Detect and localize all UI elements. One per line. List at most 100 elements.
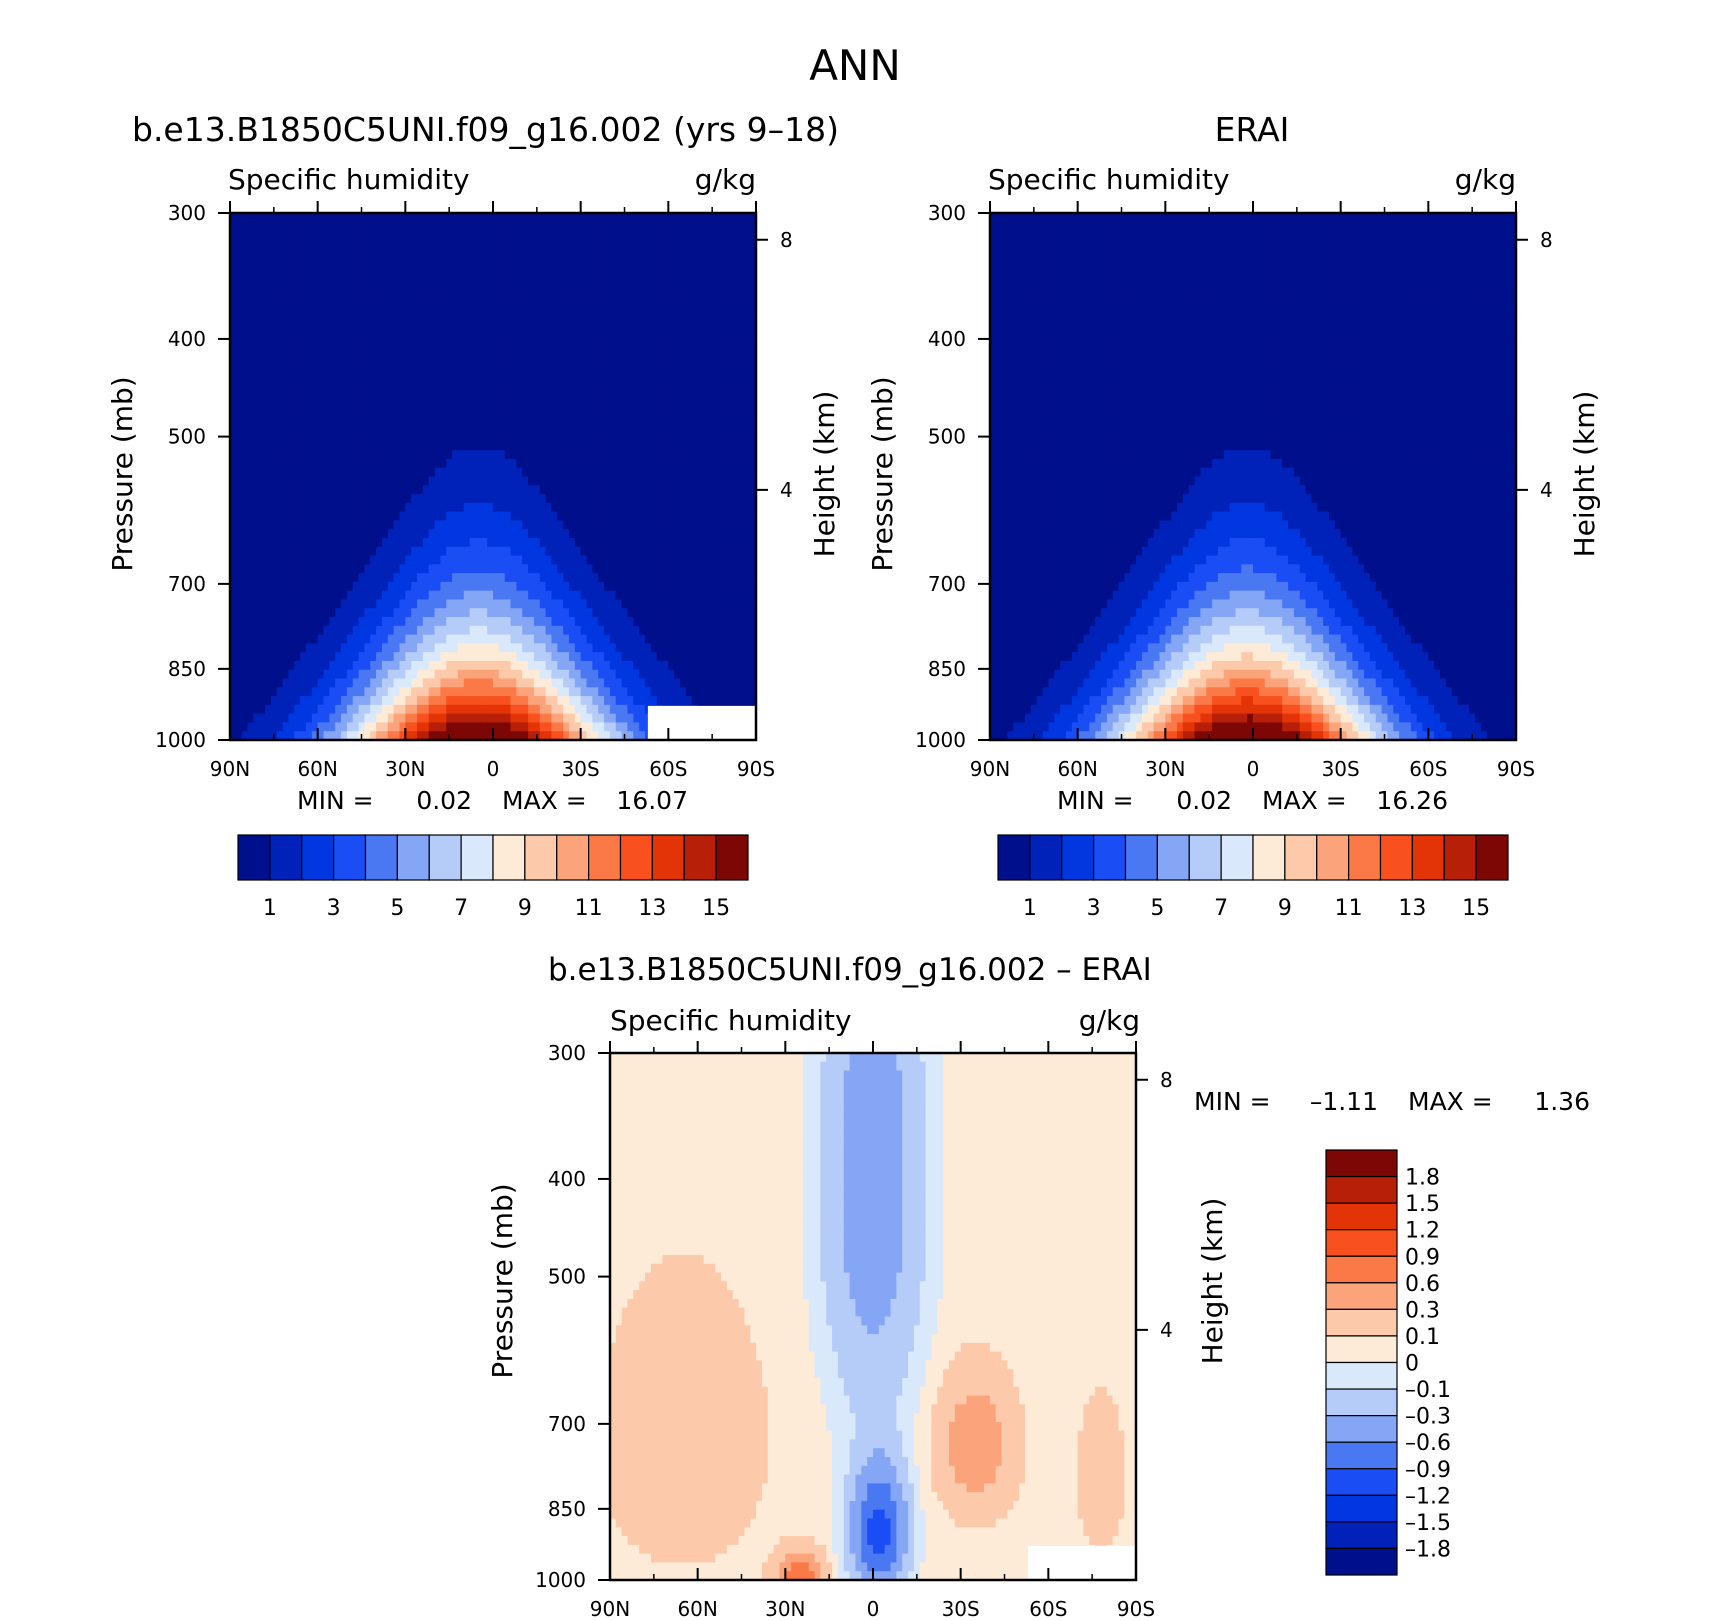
- contour-cell: [685, 476, 693, 486]
- contour-cell: [428, 335, 436, 346]
- contour-cell: [568, 458, 576, 469]
- contour-cell: [650, 625, 658, 636]
- contour-cell: [352, 617, 360, 627]
- contour-cell: [387, 344, 395, 355]
- contour-cell: [720, 379, 728, 390]
- contour-cell: [346, 335, 354, 346]
- contour-cell: [305, 423, 313, 434]
- contour-cell: [259, 415, 266, 425]
- contour-cell: [522, 669, 529, 680]
- contour-cell: [259, 265, 266, 276]
- contour-cell: [516, 248, 523, 258]
- contour-cell: [703, 529, 710, 539]
- contour-cell: [615, 687, 623, 697]
- contour-cell: [621, 327, 629, 337]
- contour-cell: [311, 643, 319, 653]
- contour-cell: [288, 652, 295, 662]
- contour-cell: [533, 230, 541, 240]
- contour-cell: [241, 300, 249, 311]
- contour-cell: [346, 353, 354, 363]
- contour-cell: [709, 362, 716, 372]
- contour-cell: [417, 599, 424, 609]
- contour-cell: [598, 660, 605, 671]
- contour-cell: [644, 652, 652, 662]
- contour-cell: [533, 256, 541, 267]
- contour-cell: [598, 441, 605, 451]
- contour-cell: [487, 335, 494, 346]
- contour-cell: [732, 520, 740, 530]
- contour-cell: [574, 537, 582, 548]
- contour-cell: [598, 406, 605, 416]
- contour-cell: [598, 265, 605, 276]
- contour-cell: [305, 485, 313, 495]
- contour-cell: [294, 265, 301, 276]
- contour-cell: [311, 617, 319, 627]
- contour-cell: [574, 555, 582, 565]
- contour-cell: [533, 485, 541, 495]
- contour-cell: [428, 555, 436, 565]
- contour-cell: [680, 608, 687, 618]
- contour-cell: [434, 581, 441, 592]
- contour-cell: [364, 599, 371, 609]
- contour-cell: [615, 546, 623, 557]
- contour-cell: [317, 590, 325, 601]
- contour-cell: [563, 660, 570, 671]
- contour-cell: [317, 537, 325, 548]
- contour-cell: [557, 520, 564, 530]
- contour-cell: [475, 239, 482, 249]
- contour-cell: [522, 362, 529, 372]
- contour-cell: [621, 248, 629, 258]
- contour-cell: [662, 590, 669, 601]
- contour-cell: [487, 573, 494, 583]
- contour-cell: [235, 502, 243, 513]
- contour-cell: [469, 327, 477, 337]
- contour-cell: [358, 608, 366, 618]
- contour-cell: [615, 652, 623, 662]
- contour-cell: [282, 353, 290, 363]
- contour-cell: [738, 423, 745, 434]
- contour-cell: [662, 511, 669, 522]
- contour-cell: [703, 564, 710, 574]
- contour-cell: [381, 687, 389, 697]
- contour-cell: [720, 362, 728, 372]
- contour-cell: [715, 327, 722, 337]
- contour-cell: [317, 283, 325, 293]
- contour-cell: [335, 476, 342, 486]
- contour-cell: [335, 292, 342, 302]
- contour-cell: [720, 230, 728, 240]
- contour-cell: [750, 564, 757, 574]
- contour-cell: [551, 511, 558, 522]
- contour-cell: [539, 213, 547, 223]
- contour-cell: [265, 353, 272, 363]
- contour-cell: [528, 476, 535, 486]
- contour-cell: [715, 397, 722, 407]
- contour-cell: [311, 397, 319, 407]
- contour-cell: [650, 669, 658, 680]
- contour-cell: [457, 327, 465, 337]
- contour-cell: [346, 327, 354, 337]
- contour-cell: [323, 625, 330, 636]
- contour-cell: [241, 353, 249, 363]
- contour-cell: [282, 529, 290, 539]
- contour-cell: [528, 309, 535, 319]
- contour-cell: [235, 581, 243, 592]
- contour-cell: [364, 687, 371, 697]
- contour-cell: [685, 283, 693, 293]
- contour-cell: [703, 415, 710, 425]
- contour-cell: [352, 537, 360, 548]
- contour-cell: [604, 511, 611, 522]
- contour-cell: [744, 669, 751, 680]
- contour-cell: [539, 230, 547, 240]
- contour-cell: [726, 327, 734, 337]
- contour-cell: [230, 467, 237, 478]
- contour-cell: [235, 397, 243, 407]
- contour-cell: [247, 300, 254, 311]
- contour-cell: [364, 441, 371, 451]
- contour-cell: [750, 494, 757, 504]
- contour-cell: [346, 388, 354, 399]
- contour-cell: [504, 292, 512, 302]
- contour-cell: [598, 573, 605, 583]
- contour-cell: [247, 608, 254, 618]
- contour-cell: [703, 309, 710, 319]
- contour-cell: [440, 379, 447, 390]
